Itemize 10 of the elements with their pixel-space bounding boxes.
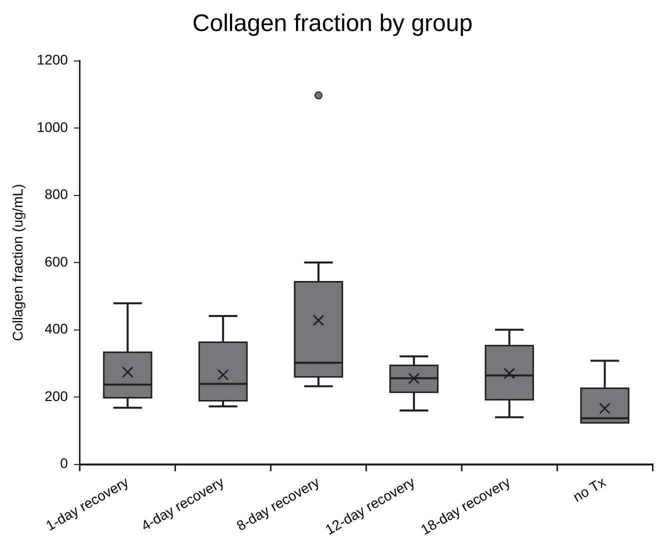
y-tick-label: 200: [44, 388, 68, 404]
y-tick-label: 0: [60, 455, 68, 472]
y-tick-label: 400: [44, 320, 68, 337]
x-tick-label: no Tx: [570, 474, 608, 505]
chart-title: Collagen fraction by group: [192, 10, 473, 38]
y-tick-label: 600: [44, 253, 68, 270]
y-tick-label: 1200: [36, 52, 68, 68]
y-axis-title: Collagen fraction (ug/mL): [9, 184, 26, 342]
y-tick-label: 800: [44, 186, 68, 202]
y-tick-label: 1000: [36, 118, 68, 135]
